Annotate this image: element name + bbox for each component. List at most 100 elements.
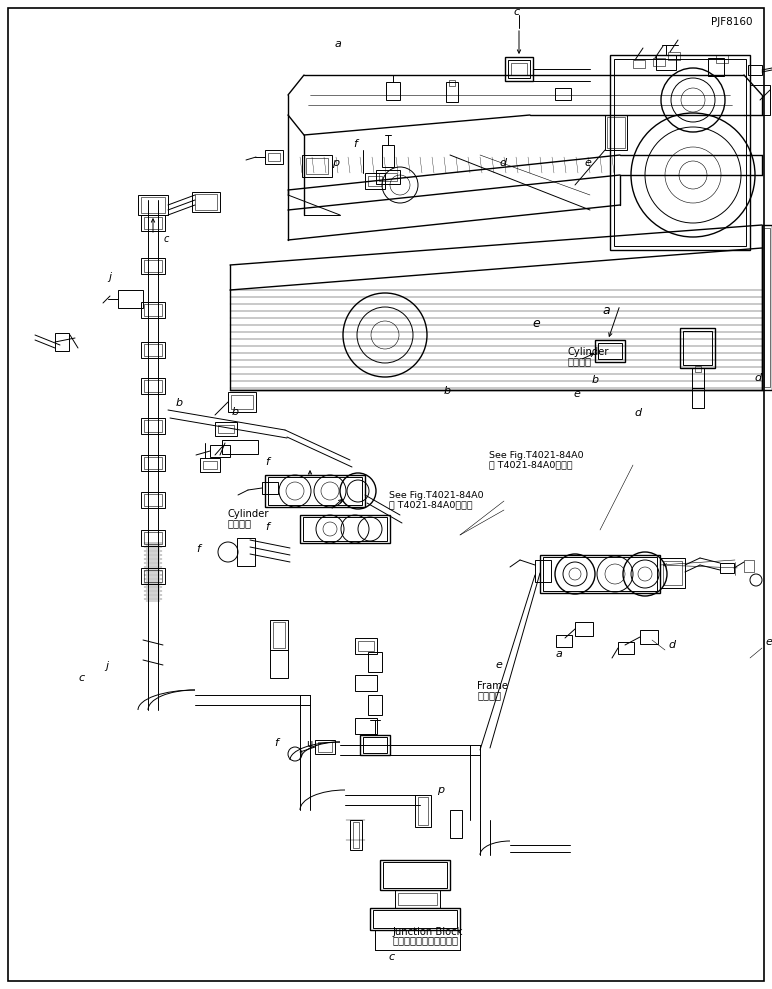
Bar [318,742,332,752]
Text: b: b [591,375,598,385]
Bar [218,425,234,433]
Bar [575,622,593,636]
Text: f: f [353,139,357,149]
Bar [748,65,762,75]
Bar [660,558,685,588]
Text: j: j [105,661,108,671]
Bar [692,388,704,408]
Bar [395,890,440,908]
Text: シリンダ: シリンダ [228,518,252,528]
Bar [144,304,162,316]
Text: e: e [765,637,772,647]
Bar [380,860,450,890]
Bar [386,82,400,100]
Bar [365,173,385,189]
Bar [680,328,715,368]
Bar [200,458,220,472]
Text: Frame: Frame [477,681,508,691]
Bar [195,194,217,210]
Bar [446,82,458,102]
Bar [210,445,230,457]
Bar [144,420,162,432]
Bar [595,340,625,362]
Text: See Fig.T4021-84A0: See Fig.T4021-84A0 [489,451,584,461]
Text: フレーム: フレーム [477,690,501,700]
Bar [450,810,462,838]
Bar [144,494,162,506]
Bar [508,60,530,78]
Bar [368,695,382,715]
Bar [138,195,168,215]
Text: a: a [602,304,610,316]
Bar [144,217,162,229]
Bar [141,418,165,434]
Text: b: b [232,407,239,417]
Text: p: p [437,785,444,795]
Bar [141,530,165,546]
Text: e: e [574,389,580,399]
Bar [668,52,680,60]
Bar [300,515,390,543]
Bar [270,650,288,678]
Bar [614,59,746,246]
Bar [55,333,69,351]
Bar [273,622,285,648]
Text: c: c [514,7,520,17]
Bar [141,197,165,213]
Bar [141,568,165,584]
Bar [141,342,165,358]
Text: j: j [108,272,111,282]
Text: a: a [335,39,341,48]
Bar [231,395,253,409]
Bar [716,55,728,63]
Bar [144,532,162,544]
Bar [750,85,770,115]
Bar [262,482,278,494]
Bar [543,557,657,591]
Bar [237,538,255,566]
Bar [618,642,634,654]
Bar [656,55,676,70]
Bar [398,893,437,905]
Bar [692,368,704,388]
Text: d: d [754,373,761,383]
Bar [370,908,460,930]
Bar [118,290,143,308]
Bar [762,225,772,390]
Text: a: a [556,649,562,659]
Bar [449,80,455,86]
Text: d: d [499,158,507,168]
Bar [764,228,770,387]
Bar [144,457,162,469]
Bar [203,461,217,469]
Bar [379,173,397,181]
Bar [415,795,431,827]
Bar [302,155,332,177]
Bar [556,635,572,647]
Bar [192,192,220,212]
Bar [505,57,533,81]
Bar [270,620,288,650]
Text: Cylinder: Cylinder [228,509,269,519]
Text: f: f [274,738,279,748]
Text: PJF8160: PJF8160 [711,17,753,27]
Bar [141,455,165,471]
Bar [141,258,165,274]
Text: ジャンクションブロック: ジャンクションブロック [392,936,458,945]
Bar [355,638,377,654]
Bar [633,60,645,68]
Text: d: d [668,640,676,650]
Text: f: f [265,522,269,532]
Bar [376,170,400,184]
Bar [144,260,162,272]
Bar [144,570,162,582]
Bar [141,302,165,318]
Bar [535,560,551,582]
Bar [303,517,387,541]
Bar [355,718,377,734]
Bar [683,331,712,365]
Bar [382,145,394,167]
Bar [306,158,328,174]
Bar [695,366,701,372]
Bar [744,560,754,572]
